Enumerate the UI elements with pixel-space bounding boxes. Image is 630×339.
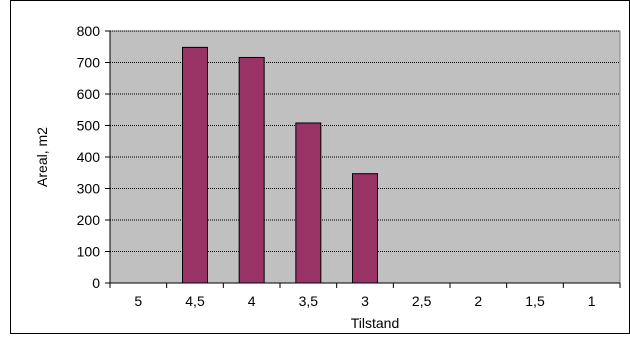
bar (295, 122, 322, 284)
x-tick-label: 2 (474, 293, 482, 309)
x-tick-label: 4,5 (185, 293, 205, 309)
x-axis-title: Tilstand (351, 315, 400, 331)
bars (182, 46, 378, 284)
y-tick-label: 600 (77, 86, 101, 102)
y-tick-label: 100 (77, 244, 101, 260)
y-tick-label: 200 (77, 212, 101, 228)
x-tick-label: 5 (134, 293, 142, 309)
y-tick-label: 300 (77, 181, 101, 197)
y-tick-label: 500 (77, 118, 101, 134)
bar (182, 46, 208, 284)
y-tick-labels: 0 100 200 300 400 500 600 700 800 (77, 23, 110, 291)
x-tick-label: 3 (361, 293, 369, 309)
x-tick-labels: 5 4,5 4 3,5 3 2,5 2 1,5 1 (109, 283, 621, 309)
y-tick-label: 700 (77, 55, 101, 71)
x-tick-label: 4 (248, 293, 256, 309)
y-tick-label: 400 (77, 149, 101, 165)
x-tick-label: 2,5 (412, 293, 432, 309)
bar (238, 56, 265, 284)
x-tick-label: 1,5 (525, 293, 545, 309)
x-tick-label: 1 (588, 293, 596, 309)
x-tick-label: 3,5 (299, 293, 319, 309)
bar (352, 173, 378, 284)
y-tick-label: 0 (92, 275, 100, 291)
y-axis-title: Areal, m2 (34, 127, 50, 187)
y-tick-label: 800 (77, 23, 101, 39)
